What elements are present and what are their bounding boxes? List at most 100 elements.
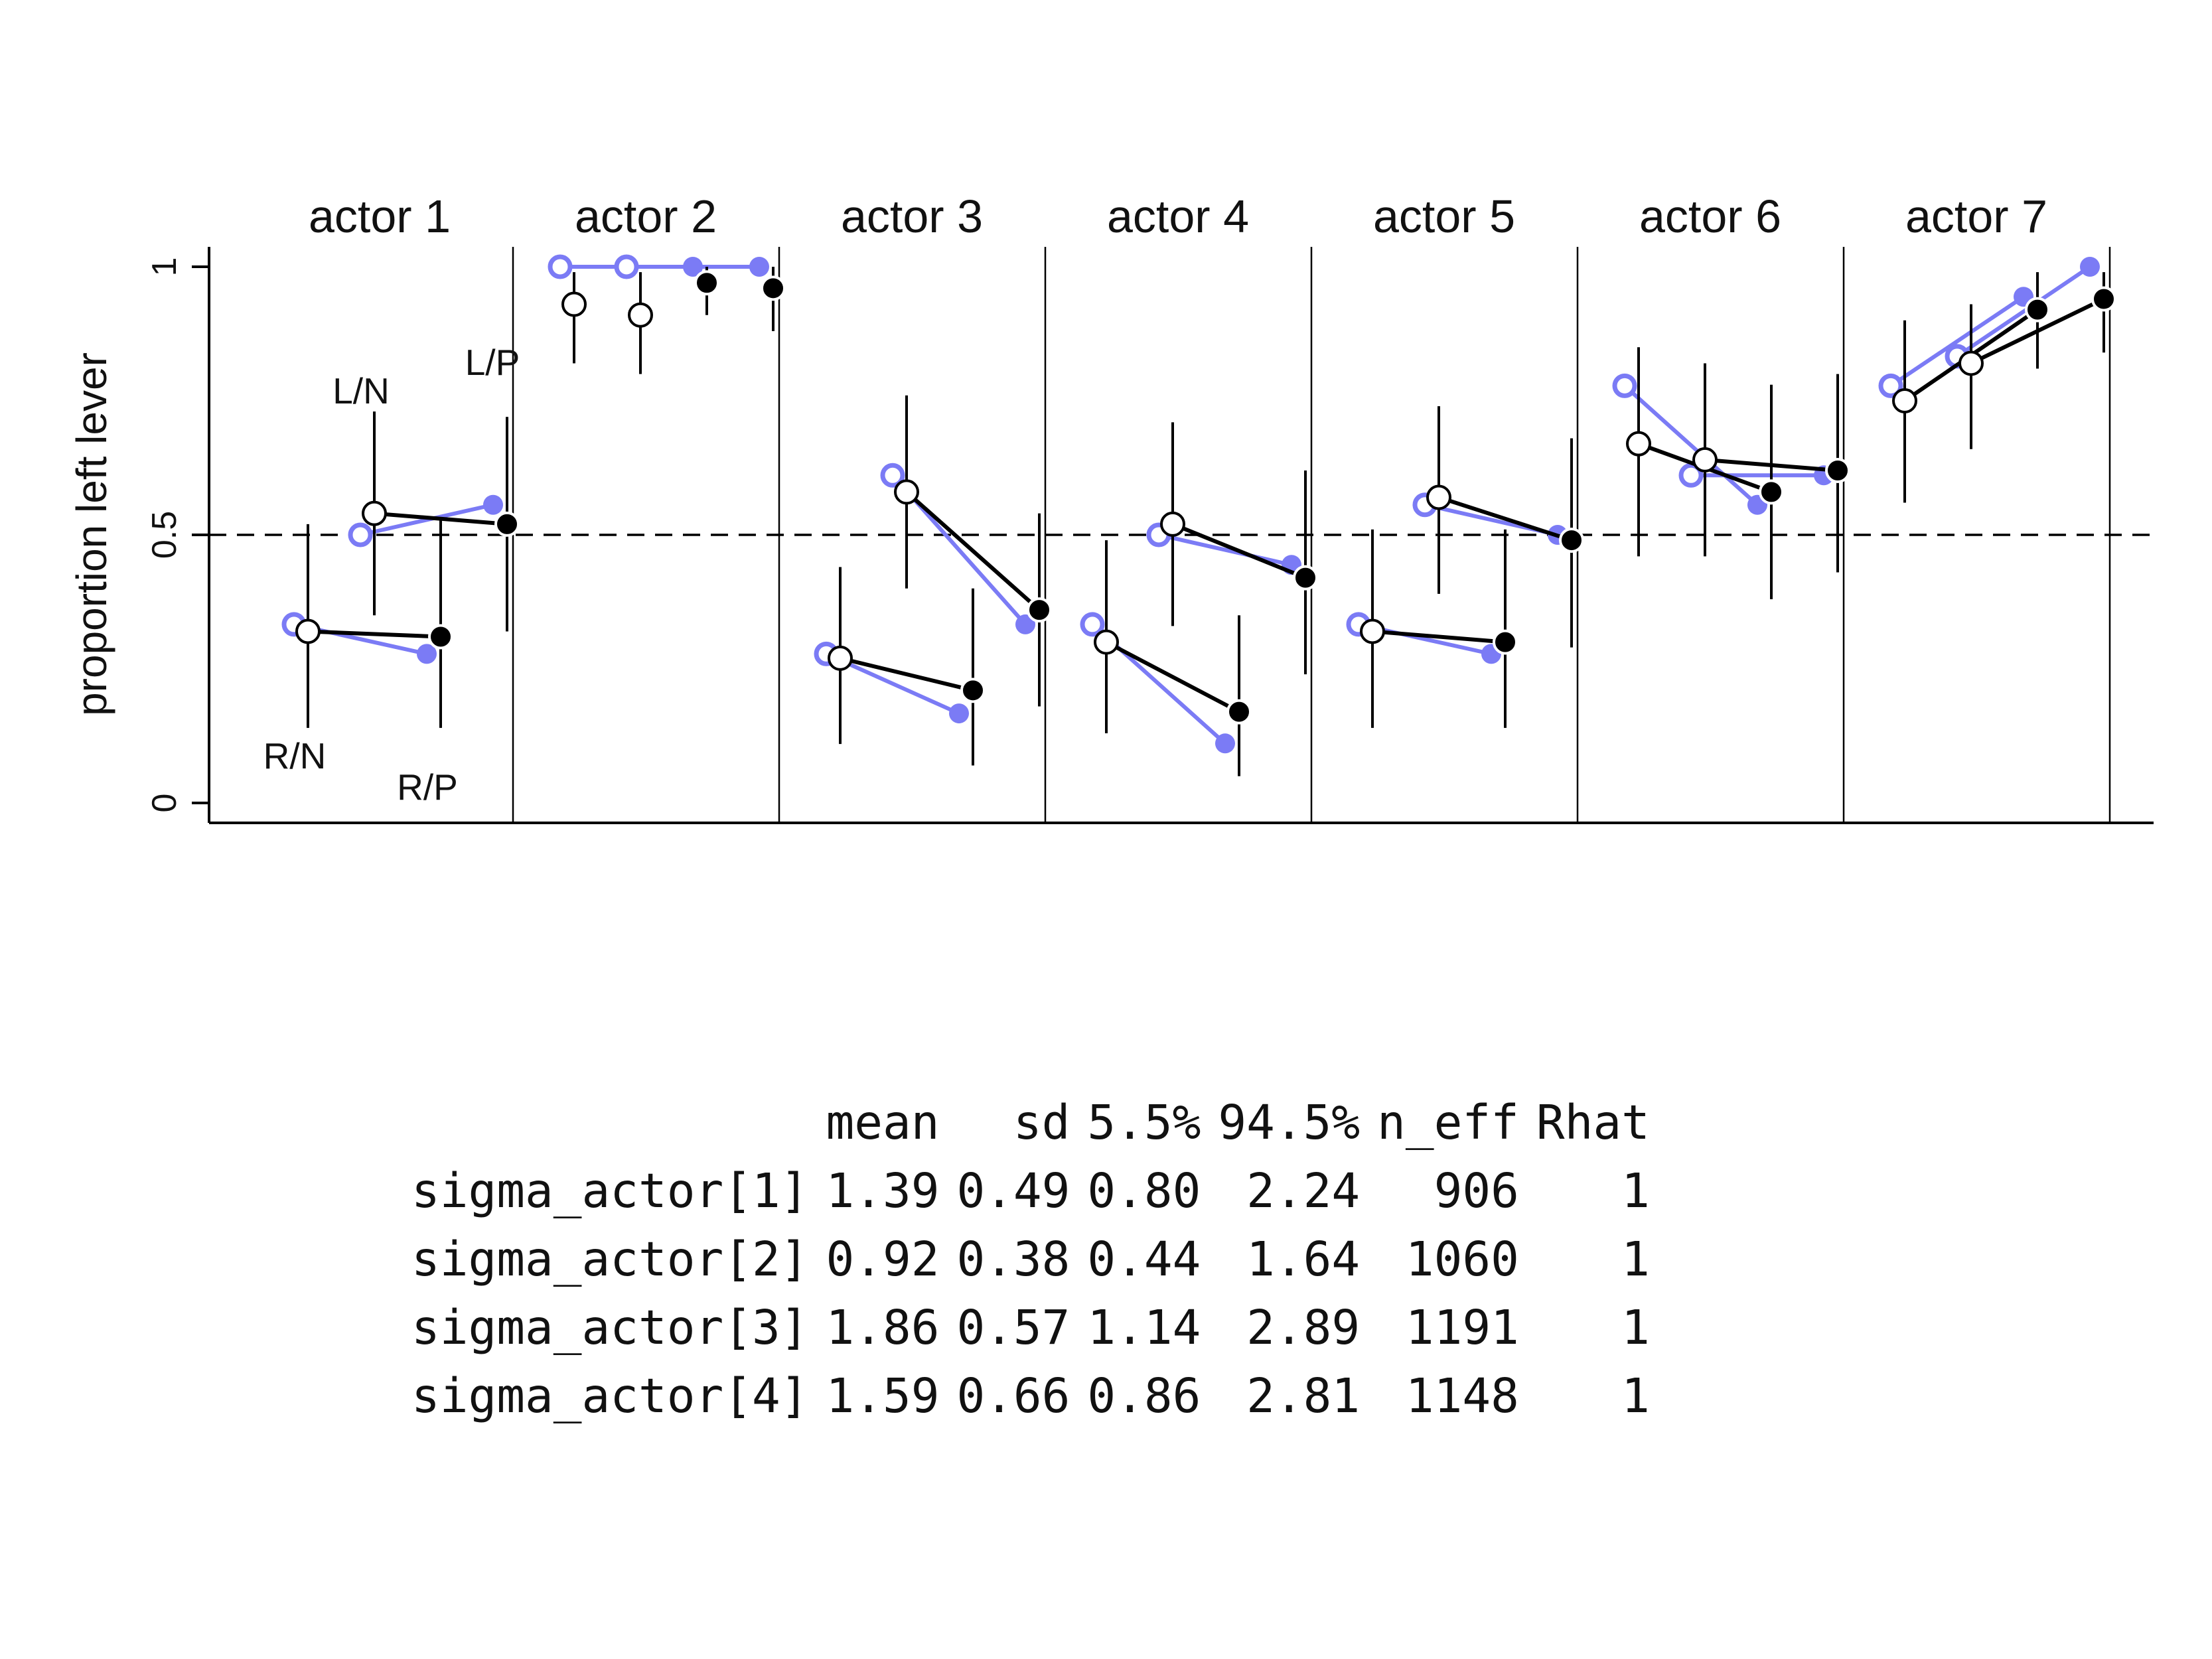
treatment-label: R/P xyxy=(397,766,458,808)
observed-segment xyxy=(1889,295,2025,388)
summary-row-label: sigma_actor[4] xyxy=(411,1368,809,1423)
observed-point xyxy=(1612,373,1637,398)
posterior-point xyxy=(494,511,520,537)
panel-actor-7: actor 7 xyxy=(1878,190,2116,503)
posterior-segment xyxy=(1970,297,2105,366)
panel-actor-5: actor 5 xyxy=(1346,190,1584,728)
summary-cell: 0.49 xyxy=(956,1163,1070,1218)
summary-row-label: sigma_actor[3] xyxy=(411,1300,809,1355)
summary-cell: 906 xyxy=(1434,1163,1519,1218)
summary-row: sigma_actor[4] 1.59 0.66 0.86 2.81 1148 1 xyxy=(411,1362,1650,1430)
summary-cell: 1148 xyxy=(1405,1368,1519,1423)
posterior-segment xyxy=(1704,457,1838,473)
summary-cell: 0.86 xyxy=(1087,1368,1201,1423)
summary-column-header: n_eff xyxy=(1377,1095,1519,1150)
axes-layer: 0 0.5 1 proportion left lever xyxy=(68,247,2154,824)
panel-title: actor 2 xyxy=(575,190,717,242)
observed-point xyxy=(2080,257,2100,277)
summary-body: sigma_actor[1] 1.39 0.49 0.80 2.24 906 1 sigma_… xyxy=(411,1157,1650,1430)
summary-column-header: mean xyxy=(826,1095,940,1150)
panel-actor-4: actor 4 xyxy=(1080,190,1318,776)
summary-cell: 0.92 xyxy=(826,1232,940,1287)
posterior-point xyxy=(894,479,919,505)
summary-cell: 2.81 xyxy=(1246,1368,1361,1423)
y-tick-label: 0 xyxy=(145,794,184,813)
summary-header-row: mean sd 5.5% 94.5% n_eff Rhat xyxy=(411,1088,1649,1157)
summary-column-header: 5.5% xyxy=(1087,1095,1201,1150)
posterior-point xyxy=(1559,528,1584,553)
posterior-point xyxy=(362,500,387,526)
treatment-label: L/P xyxy=(465,342,520,383)
panel-title: actor 5 xyxy=(1373,190,1515,242)
posterior-point xyxy=(561,291,587,317)
posterior-segment xyxy=(840,656,974,693)
posterior-point xyxy=(694,270,719,296)
panel-title: actor 4 xyxy=(1107,190,1249,242)
summary-cell: 1.39 xyxy=(826,1163,940,1218)
posterior-segment xyxy=(1372,629,1506,644)
summary-cell: 1191 xyxy=(1405,1300,1519,1355)
observed-point xyxy=(1215,733,1235,754)
summary-row-label: sigma_actor[1] xyxy=(411,1163,809,1218)
panel-title: actor 7 xyxy=(1905,190,2047,242)
summary-cell: 1 xyxy=(1621,1300,1650,1355)
posterior-point xyxy=(761,275,786,301)
posterior-segment xyxy=(374,511,508,526)
posterior-segment xyxy=(905,490,1041,612)
posterior-point xyxy=(1493,629,1518,655)
posterior-segment xyxy=(1105,640,1240,714)
posterior-point xyxy=(1426,484,1451,510)
summary-cell: 1060 xyxy=(1405,1232,1519,1287)
posterior-point xyxy=(2025,297,2050,323)
posterior-segment xyxy=(1171,522,1307,580)
y-tick-label: 0.5 xyxy=(145,511,184,559)
panel-title: actor 6 xyxy=(1639,190,1781,242)
summary-row: sigma_actor[3] 1.86 0.57 1.14 2.89 1191 1 xyxy=(411,1293,1650,1362)
posterior-point xyxy=(1759,479,1784,505)
panel-title: actor 3 xyxy=(841,190,983,242)
observed-point xyxy=(417,644,437,664)
summary-cell: 0.44 xyxy=(1087,1232,1201,1287)
posterior-point xyxy=(628,302,653,328)
summary-cell: 1.64 xyxy=(1246,1232,1361,1287)
observed-point xyxy=(1015,614,1035,634)
observed-point xyxy=(614,254,639,279)
panel-actor-2: actor 2 xyxy=(548,190,786,374)
summary-cell: 1.59 xyxy=(826,1368,940,1423)
posterior-point xyxy=(1958,350,1984,376)
summary-table: mean sd 5.5% 94.5% n_eff Rhat sigma_actor[1] 1… xyxy=(411,1088,1650,1430)
treatment-label: R/N xyxy=(263,735,327,776)
posterior-point xyxy=(428,624,453,650)
data-layer: actor 1 R/N L/N R/P L/P actor 2 actor 3 actor 4… xyxy=(263,190,2116,808)
summary-cell: 0.66 xyxy=(956,1368,1070,1423)
panel-actor-1: actor 1 R/N L/N R/P L/P xyxy=(263,190,520,808)
observed-segment xyxy=(1956,265,2091,358)
summary-cell: 1.86 xyxy=(826,1300,940,1355)
posterior-point xyxy=(1094,629,1119,655)
summary-row: sigma_actor[2] 0.92 0.38 0.44 1.64 1060 1 xyxy=(411,1225,1650,1293)
observed-point xyxy=(1080,612,1105,637)
posterior-point xyxy=(2091,286,2116,312)
treatment-label: L/N xyxy=(332,370,390,411)
summary-row-label: sigma_actor[2] xyxy=(411,1232,809,1287)
posterior-segment xyxy=(307,629,441,639)
summary-column-header: sd xyxy=(1013,1095,1070,1150)
posterior-point xyxy=(1626,431,1651,457)
observed-segment xyxy=(1623,384,1759,506)
posterior-point xyxy=(828,645,853,671)
observed-point xyxy=(880,463,905,488)
observed-point xyxy=(348,522,373,547)
panel-actor-6: actor 6 xyxy=(1612,190,1850,599)
posterior-point xyxy=(960,678,986,703)
summary-cell: 0.80 xyxy=(1087,1163,1201,1218)
observed-point xyxy=(1678,463,1704,488)
observed-segment xyxy=(1158,533,1292,567)
observed-point xyxy=(749,257,769,277)
posterior-point xyxy=(1160,511,1185,537)
posterior-point xyxy=(1892,388,1917,413)
summary-cell: 2.89 xyxy=(1246,1300,1361,1355)
posterior-point xyxy=(1692,447,1718,472)
posterior-point xyxy=(295,618,321,644)
summary-cell: 1 xyxy=(1621,1232,1650,1287)
